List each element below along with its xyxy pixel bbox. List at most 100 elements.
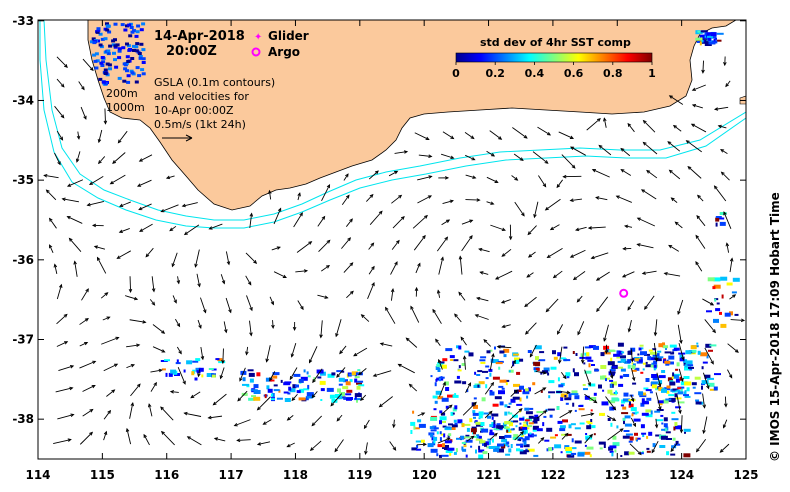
sst-cell <box>622 417 626 421</box>
sst-cell <box>666 385 671 389</box>
sst-cell <box>468 352 474 357</box>
sst-cell <box>487 415 491 419</box>
velocity-arrow <box>335 319 342 338</box>
sst-cell <box>518 389 522 392</box>
sst-cell <box>512 396 520 400</box>
velocity-arrow <box>630 417 636 428</box>
sst-cell <box>635 411 638 415</box>
y-tick-label: -38 <box>12 412 34 426</box>
velocity-arrow <box>720 171 730 181</box>
velocity-arrow <box>78 81 85 91</box>
sst-cell <box>584 395 590 400</box>
sst-cell <box>526 395 529 399</box>
velocity-arrow <box>321 184 331 201</box>
sst-cell <box>683 428 691 432</box>
sst-cell <box>132 29 136 33</box>
date-label: 14-Apr-2018 <box>154 29 245 44</box>
sst-cell <box>634 367 640 371</box>
velocity-arrow <box>552 270 563 279</box>
sst-cell <box>724 312 731 317</box>
sst-cell <box>540 371 543 375</box>
sst-cell <box>106 52 111 56</box>
sst-cell <box>529 432 532 435</box>
sst-cell <box>416 448 422 451</box>
velocity-arrow <box>273 207 282 225</box>
velocity-arrow <box>501 324 511 329</box>
velocity-arrow <box>290 343 297 358</box>
sst-cell <box>649 391 653 394</box>
velocity-arrow <box>576 295 583 303</box>
velocity-arrow <box>249 320 253 337</box>
sst-cell <box>442 358 448 362</box>
velocity-arrow <box>152 346 166 353</box>
velocity-arrow <box>562 174 582 179</box>
sst-cell <box>641 412 649 416</box>
sst-cell <box>339 392 345 396</box>
sst-cell <box>513 353 520 356</box>
sst-cell <box>594 369 600 372</box>
sst-cell <box>571 390 578 394</box>
velocity-arrow <box>246 295 253 312</box>
sst-cell <box>619 375 623 379</box>
velocity-arrow <box>672 124 682 132</box>
velocity-arrow <box>668 95 684 105</box>
sst-cell <box>440 433 445 436</box>
sst-cell <box>661 388 667 393</box>
sst-cell <box>493 428 500 431</box>
sst-cell <box>620 358 626 363</box>
sst-cell <box>661 422 664 425</box>
velocity-arrow <box>321 264 331 272</box>
sst-cell <box>438 378 441 382</box>
sst-cell <box>357 369 361 372</box>
sst-cell <box>130 30 135 34</box>
velocity-arrow <box>549 224 560 231</box>
sst-cell <box>514 357 520 362</box>
sst-cell <box>645 409 652 413</box>
sst-cell <box>298 397 306 401</box>
sst-cell <box>566 433 572 436</box>
sst-cell <box>249 378 254 383</box>
sst-cell <box>689 367 693 371</box>
sst-cell <box>519 410 521 413</box>
sst-cell <box>253 390 261 394</box>
velocity-arrow <box>559 410 573 418</box>
sst-cell <box>645 389 652 392</box>
sst-cell <box>732 277 740 282</box>
sst-cell <box>443 381 449 386</box>
sst-cell <box>707 277 715 282</box>
velocity-arrow <box>439 381 446 397</box>
sst-cell <box>208 368 214 370</box>
velocity-arrow <box>557 324 564 335</box>
velocity-arrow <box>45 189 57 201</box>
velocity-arrow <box>474 314 489 320</box>
sst-cell <box>98 32 103 36</box>
velocity-arrow <box>651 440 659 454</box>
sst-cell <box>649 351 657 355</box>
sst-cell <box>103 68 108 72</box>
sst-cell <box>442 425 447 428</box>
glider-symbol-icon: ✦ <box>254 32 262 43</box>
sst-cell <box>498 385 504 388</box>
sst-cell <box>560 357 566 360</box>
sst-cell <box>548 391 556 394</box>
velocity-arrow <box>101 336 120 345</box>
sst-cell <box>136 24 141 28</box>
sst-cell <box>639 344 644 347</box>
velocity-arrow <box>297 192 301 201</box>
sst-cell <box>508 370 511 373</box>
sst-cell <box>183 369 186 373</box>
sst-cell <box>464 423 471 426</box>
sst-cell <box>677 391 684 395</box>
velocity-arrow <box>53 263 58 274</box>
sst-cell <box>519 450 527 455</box>
sst-cell <box>430 433 434 438</box>
velocity-arrow <box>484 410 493 419</box>
velocity-arrow <box>330 393 343 407</box>
sst-cell <box>465 454 468 458</box>
sst-cell <box>341 370 345 373</box>
sst-cell <box>683 394 689 397</box>
sst-cell <box>620 368 626 372</box>
velocity-arrow <box>200 297 207 314</box>
sst-cell <box>137 74 142 78</box>
sst-cell <box>104 82 108 86</box>
